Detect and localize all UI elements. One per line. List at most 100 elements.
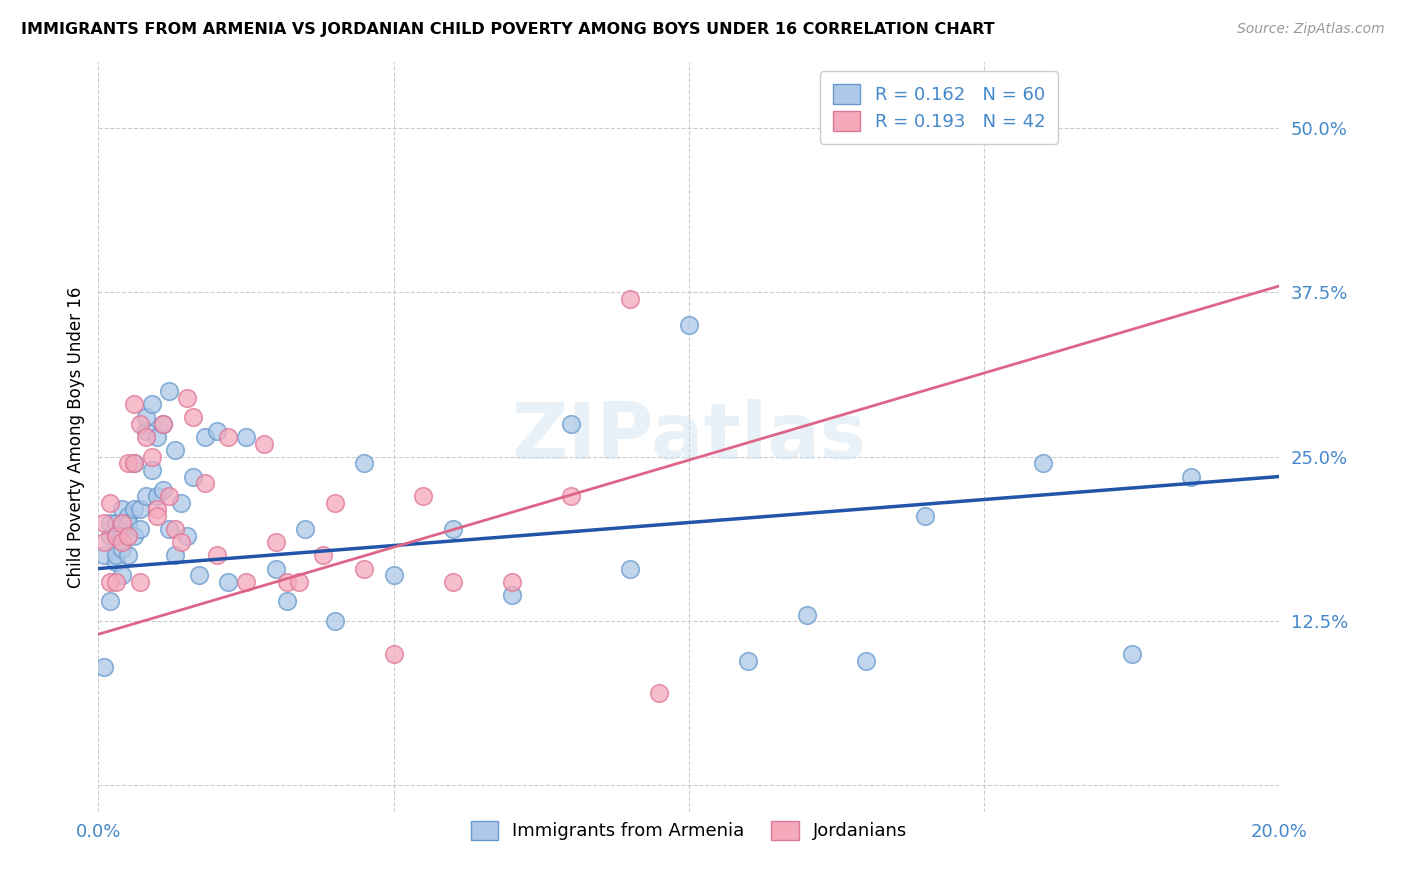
Point bbox=[235, 430, 257, 444]
Point bbox=[141, 397, 163, 411]
Point bbox=[170, 535, 193, 549]
Point bbox=[276, 574, 298, 589]
Point bbox=[157, 384, 180, 398]
Point bbox=[152, 417, 174, 431]
Point bbox=[105, 555, 128, 569]
Text: IMMIGRANTS FROM ARMENIA VS JORDANIAN CHILD POVERTY AMONG BOYS UNDER 16 CORRELATI: IMMIGRANTS FROM ARMENIA VS JORDANIAN CHI… bbox=[21, 22, 994, 37]
Point bbox=[323, 496, 346, 510]
Point bbox=[441, 522, 464, 536]
Point bbox=[181, 410, 204, 425]
Point bbox=[111, 568, 134, 582]
Point bbox=[105, 574, 128, 589]
Point bbox=[796, 607, 818, 622]
Point bbox=[105, 529, 128, 543]
Point bbox=[135, 430, 157, 444]
Text: Source: ZipAtlas.com: Source: ZipAtlas.com bbox=[1237, 22, 1385, 37]
Point bbox=[111, 541, 134, 556]
Text: ZIPatlas: ZIPatlas bbox=[512, 399, 866, 475]
Point bbox=[187, 568, 209, 582]
Point bbox=[122, 456, 145, 470]
Point bbox=[217, 574, 239, 589]
Point bbox=[176, 391, 198, 405]
Point bbox=[98, 594, 121, 608]
Point bbox=[135, 424, 157, 438]
Point bbox=[111, 535, 134, 549]
Point bbox=[105, 549, 128, 563]
Point bbox=[117, 549, 139, 563]
Point bbox=[157, 522, 180, 536]
Point bbox=[135, 410, 157, 425]
Point bbox=[98, 516, 121, 530]
Point bbox=[146, 430, 169, 444]
Point bbox=[93, 516, 115, 530]
Point bbox=[146, 502, 169, 516]
Point bbox=[312, 549, 335, 563]
Point bbox=[93, 549, 115, 563]
Point bbox=[253, 436, 276, 450]
Point bbox=[560, 489, 582, 503]
Point bbox=[264, 561, 287, 575]
Point bbox=[205, 549, 228, 563]
Point bbox=[382, 568, 405, 582]
Point bbox=[152, 417, 174, 431]
Point bbox=[111, 502, 134, 516]
Point bbox=[619, 292, 641, 306]
Point bbox=[93, 535, 115, 549]
Point bbox=[111, 529, 134, 543]
Point bbox=[194, 476, 217, 491]
Point bbox=[141, 463, 163, 477]
Point bbox=[122, 529, 145, 543]
Point bbox=[105, 516, 128, 530]
Point bbox=[128, 502, 150, 516]
Point bbox=[294, 522, 316, 536]
Legend: Immigrants from Armenia, Jordanians: Immigrants from Armenia, Jordanians bbox=[464, 814, 914, 847]
Point bbox=[501, 588, 523, 602]
Point bbox=[264, 535, 287, 549]
Point bbox=[93, 660, 115, 674]
Point bbox=[157, 489, 180, 503]
Point bbox=[152, 483, 174, 497]
Point bbox=[323, 614, 346, 628]
Point bbox=[678, 318, 700, 333]
Point bbox=[135, 489, 157, 503]
Point bbox=[501, 574, 523, 589]
Point bbox=[128, 522, 150, 536]
Point bbox=[122, 502, 145, 516]
Point bbox=[194, 430, 217, 444]
Point bbox=[165, 549, 187, 563]
Point bbox=[288, 574, 311, 589]
Point bbox=[855, 654, 877, 668]
Point bbox=[1032, 456, 1054, 470]
Point bbox=[353, 561, 375, 575]
Point bbox=[165, 443, 187, 458]
Point bbox=[176, 529, 198, 543]
Point bbox=[146, 508, 169, 523]
Point bbox=[117, 508, 139, 523]
Point bbox=[1121, 647, 1143, 661]
Point bbox=[441, 574, 464, 589]
Point bbox=[217, 430, 239, 444]
Point bbox=[382, 647, 405, 661]
Point bbox=[353, 456, 375, 470]
Point bbox=[1180, 469, 1202, 483]
Point bbox=[235, 574, 257, 589]
Point bbox=[648, 686, 671, 700]
Point bbox=[117, 529, 139, 543]
Point bbox=[146, 489, 169, 503]
Point bbox=[128, 417, 150, 431]
Y-axis label: Child Poverty Among Boys Under 16: Child Poverty Among Boys Under 16 bbox=[66, 286, 84, 588]
Point bbox=[122, 456, 145, 470]
Point bbox=[98, 496, 121, 510]
Point bbox=[737, 654, 759, 668]
Point bbox=[205, 424, 228, 438]
Point bbox=[105, 529, 128, 543]
Point bbox=[914, 508, 936, 523]
Point bbox=[98, 574, 121, 589]
Point bbox=[170, 496, 193, 510]
Point bbox=[128, 574, 150, 589]
Point bbox=[122, 397, 145, 411]
Point bbox=[181, 469, 204, 483]
Point bbox=[276, 594, 298, 608]
Point bbox=[141, 450, 163, 464]
Point bbox=[165, 522, 187, 536]
